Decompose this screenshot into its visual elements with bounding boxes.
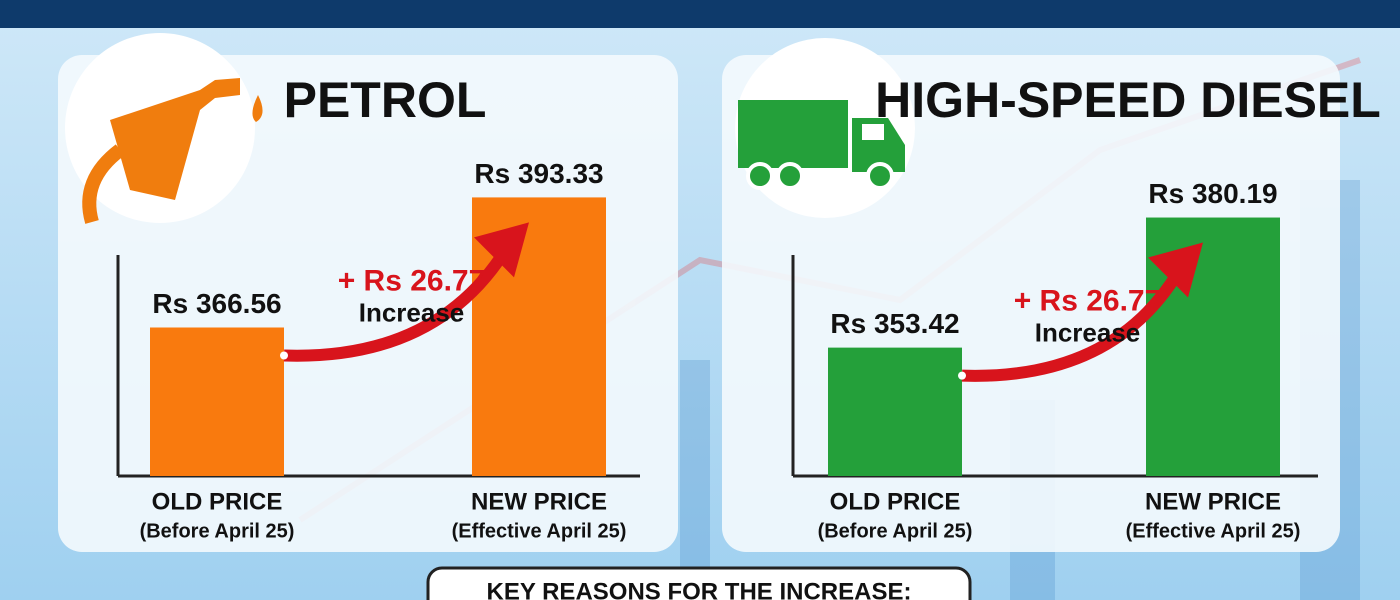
category-note: (Before April 25) xyxy=(818,520,973,542)
truck-icon xyxy=(735,38,915,218)
arrow-start xyxy=(280,351,288,360)
category-label: OLD PRICE xyxy=(830,488,961,515)
increase-amount: + Rs 26.77 xyxy=(338,264,486,297)
reasons-box xyxy=(426,566,972,600)
category-note: (Before April 25) xyxy=(140,520,295,542)
reasons-heading: KEY REASONS FOR THE INCREASE: xyxy=(487,578,912,600)
arrow-start xyxy=(958,371,966,380)
category-label: NEW PRICE xyxy=(1145,488,1281,515)
bar xyxy=(828,347,962,476)
category-label: NEW PRICE xyxy=(471,488,607,515)
category-note: (Effective April 25) xyxy=(452,520,627,542)
increase-note: Increase xyxy=(359,297,465,327)
value-label: Rs 353.42 xyxy=(830,308,959,339)
arrow-head xyxy=(474,222,529,278)
value-label: Rs 366.56 xyxy=(152,288,281,319)
bar xyxy=(150,327,284,476)
chart-title: PETROL xyxy=(284,72,487,128)
arrow-head xyxy=(1148,242,1203,298)
increase-amount: + Rs 26.77 xyxy=(1014,284,1162,317)
increase-note: Increase xyxy=(1035,317,1141,347)
category-label: OLD PRICE xyxy=(152,488,283,515)
chart-title: HIGH-SPEED DIESEL xyxy=(875,72,1381,128)
increase-arrow xyxy=(283,249,510,362)
fuel-pump-icon xyxy=(65,33,263,224)
increase-arrow xyxy=(961,269,1184,382)
top-banner xyxy=(0,0,1400,28)
value-label: Rs 380.19 xyxy=(1148,178,1277,209)
category-note: (Effective April 25) xyxy=(1126,520,1301,542)
value-label: Rs 393.33 xyxy=(474,158,603,189)
